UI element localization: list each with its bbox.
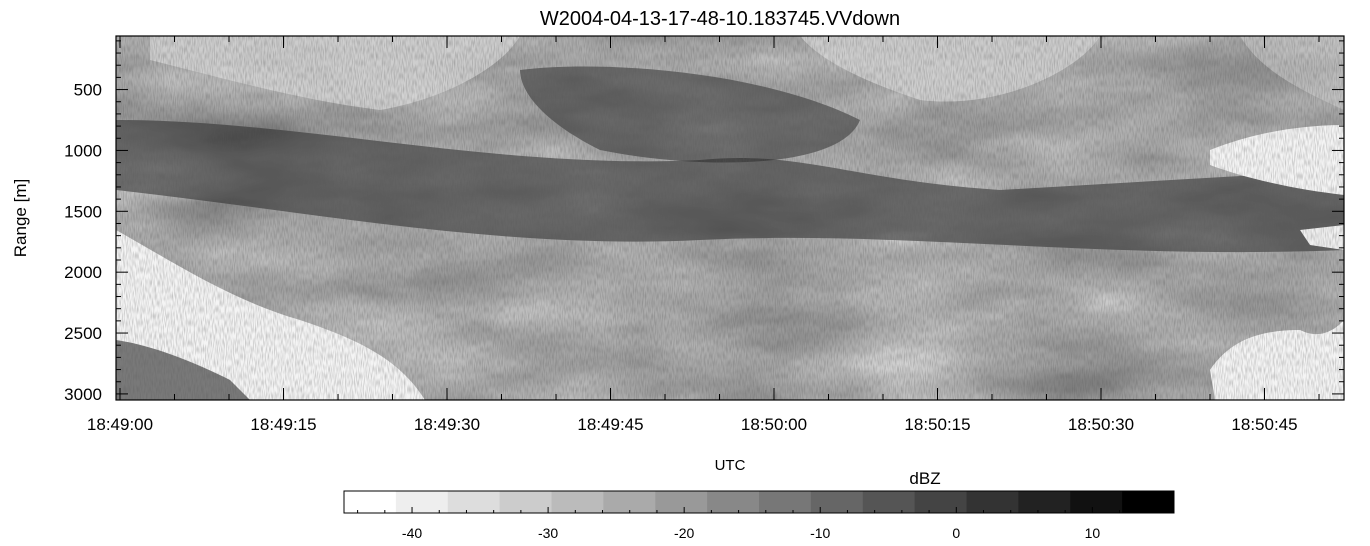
colorbar-swatch — [655, 491, 708, 513]
colorbar-swatch — [499, 491, 552, 513]
x-tick-label: 18:49:15 — [250, 415, 316, 434]
y-tick-label: 1500 — [64, 202, 102, 221]
colorbar-frame — [343, 490, 1175, 514]
x-tick-label: 18:50:00 — [741, 415, 807, 434]
colorbar-tick-label: -20 — [674, 525, 694, 541]
x-tick-label: 18:50:45 — [1231, 415, 1297, 434]
x-tick-label: 18:50:30 — [1068, 415, 1134, 434]
y-axis-label: Range [m] — [11, 179, 30, 257]
x-tick-label: 18:49:45 — [577, 415, 643, 434]
colorbar-swatch — [759, 491, 812, 513]
colorbar-swatch — [1122, 491, 1175, 513]
x-tick-label: 18:49:00 — [87, 415, 153, 434]
chart-title: W2004-04-13-17-48-10.183745.VVdown — [540, 8, 900, 30]
colorbar-tick-label: -10 — [810, 525, 830, 541]
x-tick-label: 18:50:15 — [904, 415, 970, 434]
colorbar-swatch — [1070, 491, 1123, 513]
colorbar-swatch — [966, 491, 1019, 513]
y-tick-label: 2500 — [64, 324, 102, 343]
colorbar-swatch — [344, 491, 397, 513]
x-axis: 18:49:00 18:49:15 18:49:30 18:49:45 18:50:00… — [87, 36, 1320, 434]
y-tick-label: 3000 — [64, 385, 102, 404]
colorbar-swatch — [1018, 491, 1071, 513]
x-tick-label: 18:49:30 — [414, 415, 480, 434]
colorbar-label: dBZ — [909, 469, 940, 488]
plot-frame — [115, 35, 1345, 401]
colorbar-tick-label: -40 — [402, 525, 422, 541]
colorbar-swatch — [447, 491, 501, 513]
colorbar-swatch — [810, 491, 864, 513]
colorbar: -40 -30 -20 -10 0 10 — [343, 490, 1175, 541]
colorbar-tick-label: 10 — [1085, 525, 1101, 541]
y-tick-label: 500 — [74, 81, 102, 100]
colorbar-swatch — [862, 491, 916, 513]
colorbar-swatch — [707, 491, 760, 513]
colorbar-tick-label: 0 — [952, 525, 960, 541]
y-tick-label: 2000 — [64, 263, 102, 282]
colorbar-swatch — [603, 491, 656, 513]
y-axis: 500 1000 1500 2000 2500 3000 — [64, 40, 1344, 404]
x-axis-label: UTC — [715, 457, 746, 474]
heatmap-image — [116, 36, 1344, 400]
colorbar-swatch — [551, 491, 604, 513]
colorbar-swatch — [914, 491, 967, 513]
y-tick-label: 1000 — [64, 141, 102, 160]
colorbar-tick-label: -30 — [538, 525, 558, 541]
colorbar-swatch — [395, 491, 449, 513]
